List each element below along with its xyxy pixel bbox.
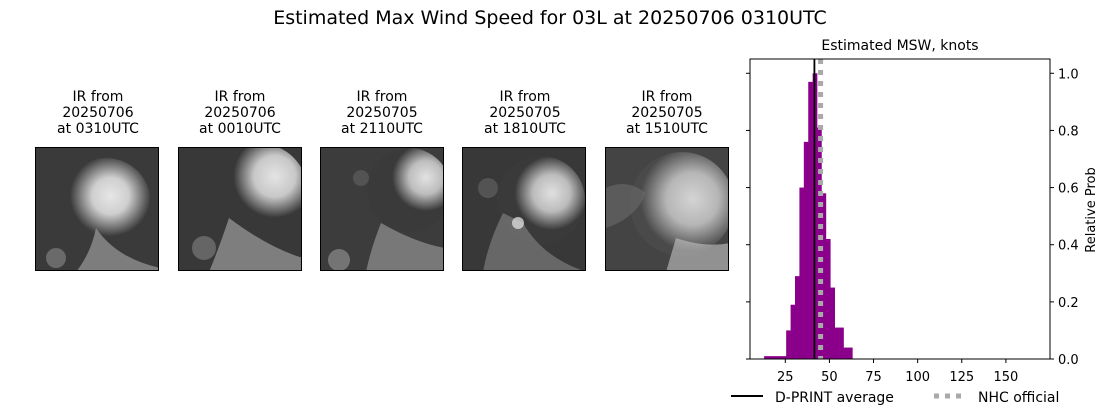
histogram-bar-3 [777, 356, 783, 359]
histogram-bar-19 [847, 347, 853, 359]
histogram-bar-5 [786, 330, 791, 359]
ir-panel-3: IR from 20250705 at 2110UTC [312, 89, 452, 271]
ir-panel-title: IR from 20250705 at 2110UTC [341, 89, 423, 137]
histogram-bar-7 [795, 276, 800, 359]
ir-satellite-image [178, 147, 302, 271]
histogram-bar-6 [790, 304, 796, 359]
ir-panel-title: IR from 20250705 at 1510UTC [626, 89, 708, 137]
histogram-bar-15 [830, 287, 836, 359]
chart-title: Estimated MSW, knots [821, 38, 978, 54]
histogram-bar-13 [821, 193, 827, 359]
y-tick-label: 1.0 [1058, 67, 1079, 82]
y-tick-label: 0.8 [1058, 124, 1079, 139]
ir-panel-5: IR from 20250705 at 1510UTC [597, 89, 737, 271]
histogram-bar-8 [799, 187, 805, 359]
histogram-bar-14 [825, 239, 831, 359]
ir-panel-title: IR from 20250706 at 0010UTC [199, 89, 281, 137]
histogram-bar-16 [834, 327, 840, 359]
histogram-bar-12 [817, 127, 822, 359]
histogram-bar-0 [764, 356, 769, 359]
y-tick-label: 0.4 [1058, 239, 1079, 254]
x-tick-label: 75 [865, 370, 882, 385]
ir-panel-2: IR from 20250706 at 0010UTC [170, 89, 310, 271]
legend-label-dprint: D-PRINT average [775, 390, 894, 406]
histogram-bar-10 [808, 81, 813, 359]
histogram-bar-2 [772, 356, 778, 359]
histogram-bar-17 [839, 327, 844, 359]
histogram-bar-9 [803, 141, 809, 359]
x-tick-label: 150 [993, 370, 1018, 385]
x-tick-label: 25 [777, 370, 794, 385]
y-tick-label: 0.2 [1058, 296, 1079, 311]
ir-panel-title: IR from 20250705 at 1810UTC [484, 89, 566, 137]
histogram-bar-1 [768, 356, 774, 359]
ir-satellite-image [320, 147, 444, 271]
legend: D-PRINT average NHC official [731, 390, 1059, 406]
y-tick-label: 0.0 [1058, 353, 1079, 368]
legend-label-nhc: NHC official [978, 390, 1059, 406]
ir-satellite-image [35, 147, 159, 271]
figure-title: Estimated Max Wind Speed for 03L at 2025… [273, 7, 827, 29]
ir-satellite-image [605, 147, 729, 271]
ir-satellite-image [462, 147, 586, 271]
histogram-bar-4 [781, 356, 787, 359]
histogram-bar-18 [843, 347, 849, 359]
x-tick-label: 125 [949, 370, 974, 385]
x-tick-label: 50 [821, 370, 838, 385]
x-tick-label: 100 [905, 370, 930, 385]
y-axis-label: Relative Prob [1084, 167, 1099, 252]
ir-panel-1: IR from 20250706 at 0310UTC [28, 89, 168, 271]
ir-panel-title: IR from 20250706 at 0310UTC [57, 89, 139, 137]
plot-frame [749, 58, 1051, 360]
ir-panel-4: IR from 20250705 at 1810UTC [455, 89, 595, 271]
y-tick-label: 0.6 [1058, 182, 1079, 197]
